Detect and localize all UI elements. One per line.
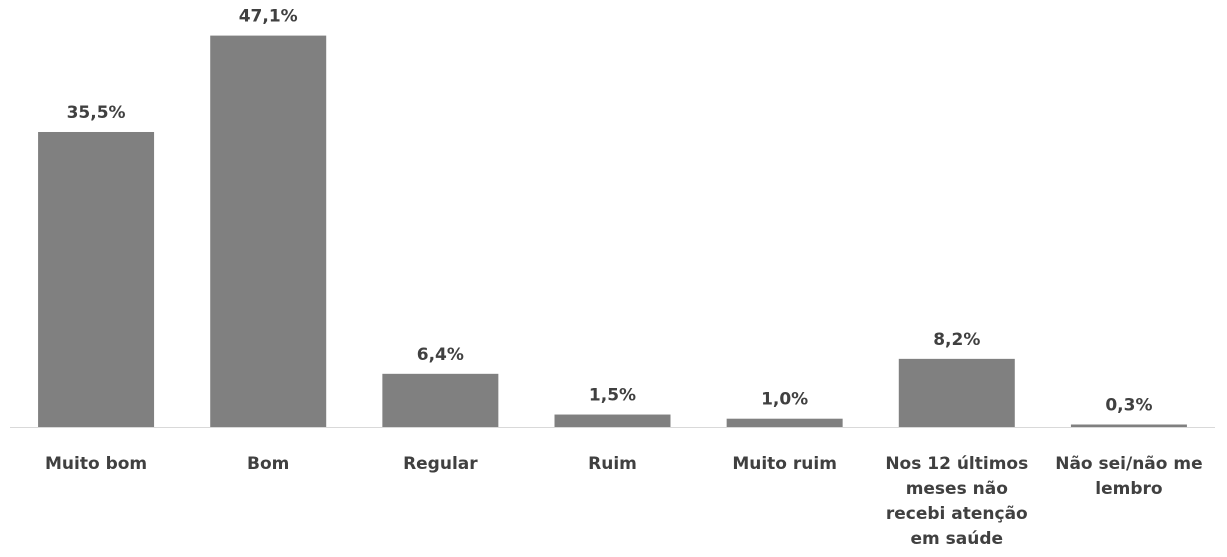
category-label-line: Bom	[247, 454, 289, 474]
bar	[554, 414, 671, 427]
category-label-line: Nos 12 últimos	[885, 454, 1028, 474]
category-label-line: Muito bom	[45, 454, 147, 474]
bar	[38, 131, 155, 427]
bar	[726, 418, 843, 427]
category-label-line: em saúde	[911, 529, 1004, 549]
bar-value-label: 47,1%	[239, 7, 298, 27]
category-label-line: meses não	[906, 479, 1008, 499]
category-label: Ruim	[588, 454, 637, 474]
category-label: Muito bom	[45, 454, 147, 474]
category-label: Nos 12 últimos meses não recebi atenção em …	[885, 454, 1028, 549]
category-label-line: Regular	[403, 454, 478, 474]
bar-value-label: 0,3%	[1105, 396, 1152, 416]
bar-value-label: 1,0%	[761, 390, 808, 410]
bar	[382, 373, 499, 427]
category-label: Regular	[403, 454, 478, 474]
category-label-line: lembro	[1095, 479, 1162, 499]
bar-value-label: 8,2%	[933, 330, 980, 350]
bar	[210, 35, 327, 427]
category-label: Muito ruim	[732, 454, 837, 474]
category-label-line: Ruim	[588, 454, 637, 474]
category-labels-group: Muito bom Bom Regular Ruim Muito ruim Nos 12 …	[45, 454, 1203, 549]
bar-value-label: 1,5%	[589, 386, 636, 406]
category-label-line: Muito ruim	[732, 454, 837, 474]
bar-value-label: 6,4%	[417, 345, 464, 365]
bar	[898, 358, 1015, 427]
category-label-line: Não sei/não me	[1055, 454, 1202, 474]
category-label: Não sei/não me lembro	[1055, 454, 1202, 499]
bars-group	[38, 35, 1187, 427]
bar	[1070, 424, 1187, 427]
bar-value-label: 35,5%	[67, 103, 126, 123]
value-labels-group: 35,5% 47,1% 6,4% 1,5% 1,0% 8,2% 0,3%	[67, 7, 1153, 416]
category-label: Bom	[247, 454, 289, 474]
category-label-line: recebi atenção	[886, 504, 1028, 524]
